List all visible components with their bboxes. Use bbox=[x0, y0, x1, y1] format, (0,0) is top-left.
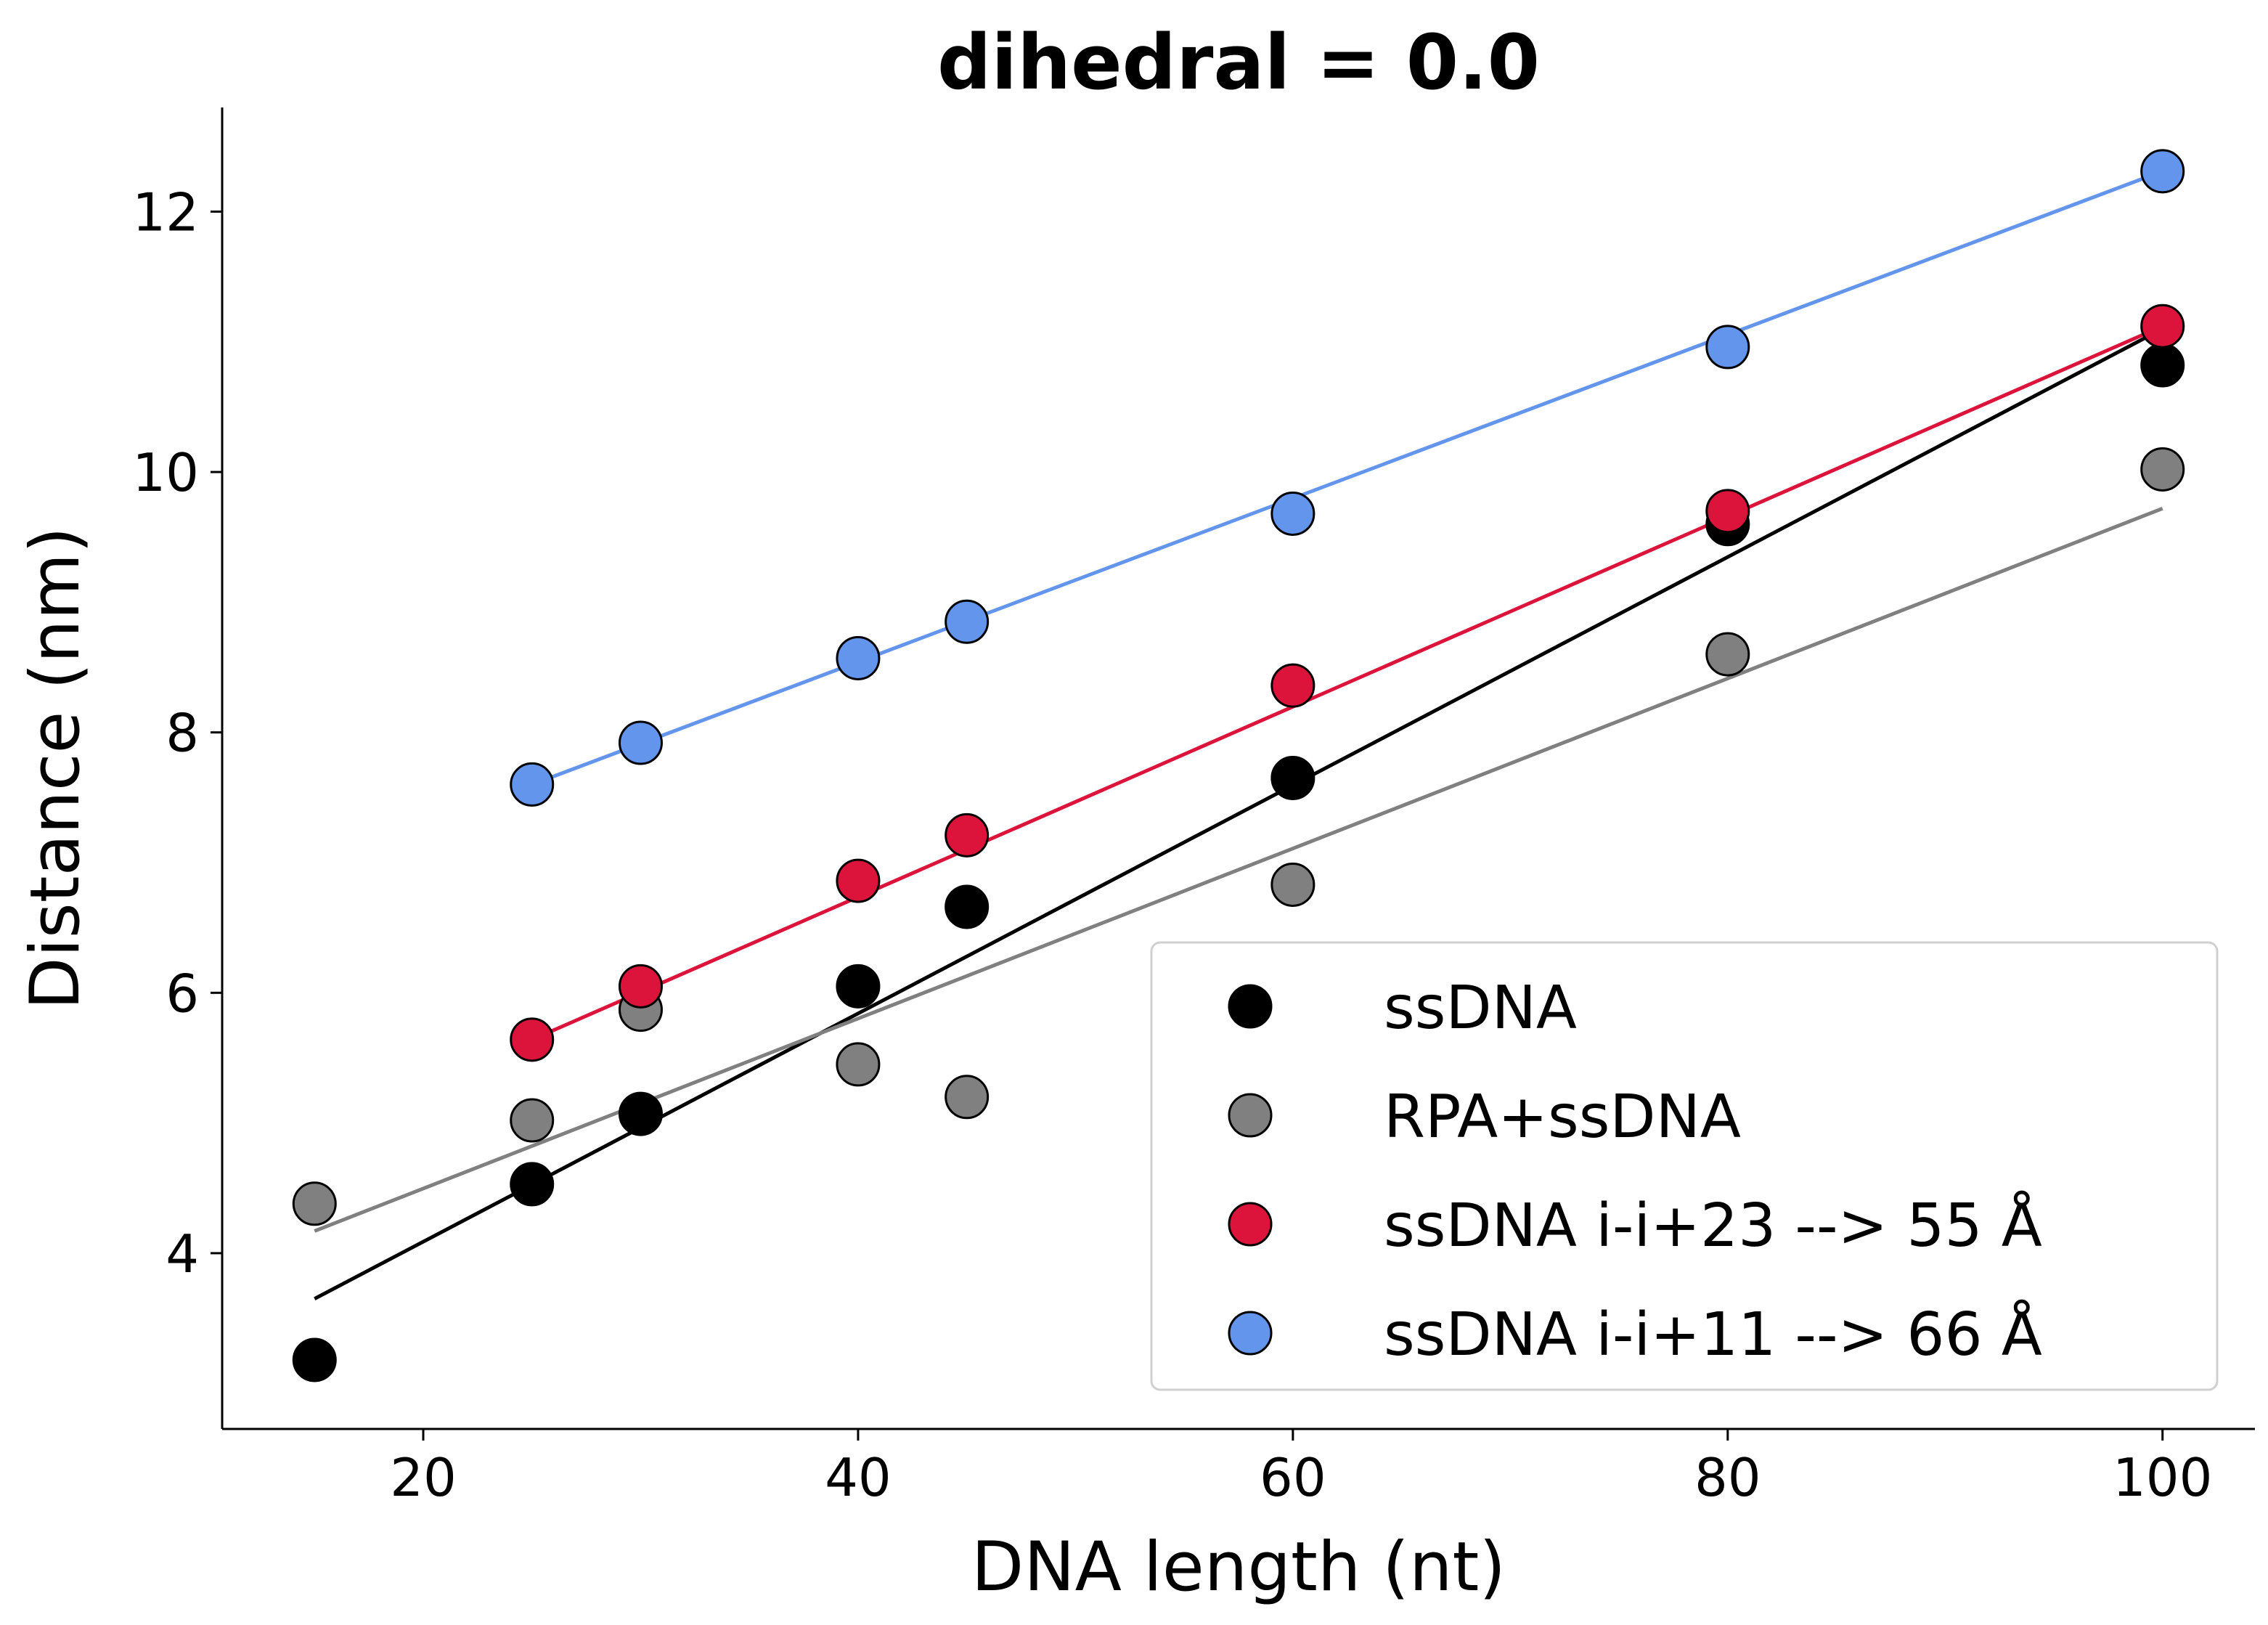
data-point-series-2 bbox=[836, 858, 881, 903]
data-point-series-2 bbox=[1270, 663, 1315, 708]
data-point-series-0 bbox=[1270, 755, 1315, 800]
data-point-series-2 bbox=[618, 964, 663, 1009]
data-point-series-1 bbox=[945, 1075, 990, 1120]
x-tick-label: 100 bbox=[2113, 1447, 2212, 1508]
data-point-series-0 bbox=[618, 1091, 663, 1136]
data-point-series-0 bbox=[292, 1337, 337, 1382]
y-tick-label: 12 bbox=[132, 182, 199, 243]
data-point-series-0 bbox=[836, 964, 881, 1009]
data-point-series-2 bbox=[510, 1017, 555, 1062]
data-point-series-3 bbox=[510, 762, 555, 807]
legend-items: ssDNA RPA+ssDNA ssDNA i-i+23 --> 55 Å ssDNA… bbox=[1228, 974, 2042, 1369]
data-point-series-1 bbox=[1705, 632, 1750, 677]
chart-title: dihedral = 0.0 bbox=[937, 18, 1540, 107]
y-tick-label: 6 bbox=[166, 963, 199, 1024]
data-point-series-3 bbox=[618, 720, 663, 765]
legend-label: ssDNA bbox=[1384, 974, 1577, 1043]
fit-line-series-3 bbox=[531, 169, 2163, 786]
legend-marker bbox=[1228, 1202, 1273, 1247]
data-point-series-3 bbox=[1270, 491, 1315, 536]
data-point-series-3 bbox=[836, 635, 881, 680]
y-tick-label: 4 bbox=[166, 1223, 199, 1284]
x-tick-label: 80 bbox=[1694, 1447, 1761, 1508]
data-point-series-0 bbox=[2140, 343, 2185, 388]
data-point-series-1 bbox=[836, 1042, 881, 1087]
x-tick-label: 60 bbox=[1260, 1447, 1326, 1508]
data-point-series-3 bbox=[945, 599, 990, 644]
legend-label: ssDNA i-i+23 --> 55 Å bbox=[1384, 1191, 2042, 1261]
x-ticks: 20 40 60 80 100 bbox=[390, 1429, 2212, 1508]
legend-marker bbox=[1228, 1311, 1273, 1356]
x-tick-label: 20 bbox=[390, 1447, 457, 1508]
data-points bbox=[292, 149, 2185, 1382]
x-tick-label: 40 bbox=[825, 1447, 892, 1508]
data-point-series-0 bbox=[510, 1162, 555, 1207]
y-tick-label: 8 bbox=[166, 703, 199, 764]
legend-frame bbox=[1150, 941, 2219, 1391]
data-point-series-0 bbox=[945, 884, 990, 929]
x-axis-label: DNA length (nt) bbox=[971, 1528, 1506, 1607]
fit-line-series-0 bbox=[314, 327, 2163, 1300]
y-tick-label: 10 bbox=[132, 442, 199, 503]
data-point-series-1 bbox=[2140, 447, 2185, 492]
legend-marker bbox=[1228, 984, 1273, 1029]
y-ticks: 4 6 8 10 12 bbox=[132, 182, 222, 1284]
data-point-series-3 bbox=[2140, 149, 2185, 194]
data-point-series-3 bbox=[1705, 325, 1750, 370]
legend: ssDNA RPA+ssDNA ssDNA i-i+23 --> 55 Å ssDNA… bbox=[1150, 941, 2219, 1391]
data-point-series-2 bbox=[1705, 489, 1750, 534]
data-point-series-1 bbox=[1270, 862, 1315, 907]
data-point-series-2 bbox=[945, 812, 990, 858]
data-point-series-1 bbox=[292, 1181, 337, 1226]
legend-label: RPA+ssDNA bbox=[1384, 1083, 1741, 1152]
data-point-series-1 bbox=[510, 1098, 555, 1143]
legend-marker bbox=[1228, 1093, 1273, 1138]
y-axis-label: Distance (nm) bbox=[16, 526, 95, 1009]
legend-label: ssDNA i-i+11 --> 66 Å bbox=[1384, 1300, 2042, 1369]
data-point-series-2 bbox=[2140, 304, 2185, 349]
fit-line-series-2 bbox=[531, 324, 2163, 1042]
